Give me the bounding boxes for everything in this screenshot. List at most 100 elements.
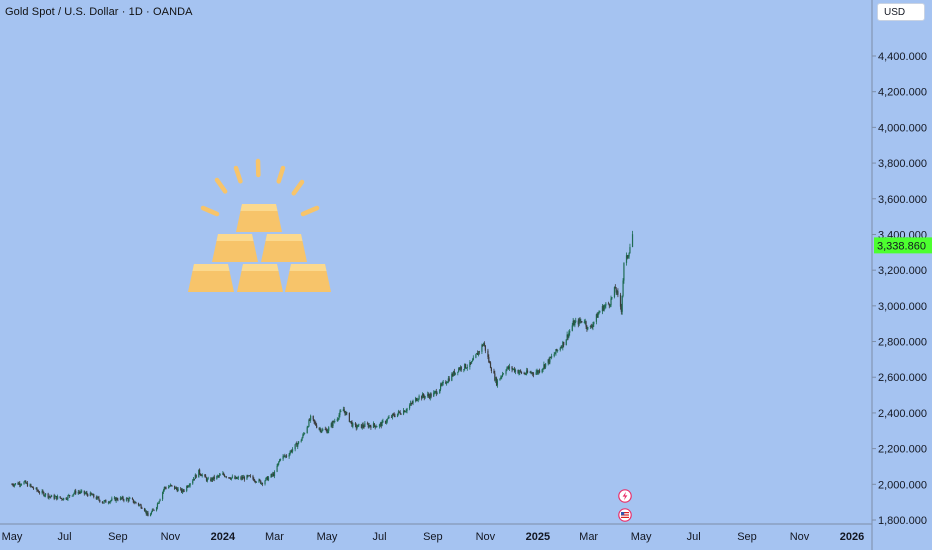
candle-body <box>150 511 153 515</box>
candle-body <box>489 361 491 363</box>
candle-body <box>495 377 497 381</box>
candle-body <box>49 496 51 498</box>
candle-body <box>121 497 123 499</box>
candle-body <box>589 326 591 327</box>
candle-body <box>518 372 520 374</box>
candle-body <box>501 376 503 377</box>
candle-body <box>92 494 94 496</box>
x-tick-label: Jul <box>57 531 71 543</box>
y-tick-label: 2,800.000 <box>878 337 927 349</box>
candle-body <box>392 413 394 415</box>
candle-body <box>315 422 317 426</box>
candle-body <box>30 484 32 487</box>
candle-body <box>553 354 555 357</box>
candle-body <box>562 341 564 348</box>
candle-body <box>288 454 290 457</box>
candle-body <box>356 427 358 429</box>
candle-body <box>111 498 113 501</box>
candle-body <box>201 474 203 477</box>
y-tick-label: 2,200.000 <box>878 444 927 456</box>
candle-body <box>391 413 394 418</box>
x-tick-label: May <box>631 531 652 543</box>
y-tick-label: 4,000.000 <box>878 122 927 134</box>
candle-body <box>241 477 243 479</box>
candle-body <box>453 371 455 375</box>
us-flag-event-icon[interactable] <box>618 508 632 522</box>
candle-body <box>291 449 294 452</box>
candle-body <box>599 311 601 313</box>
candle-body <box>340 411 342 412</box>
candle-body <box>53 495 55 499</box>
x-tick-label: 2025 <box>526 531 550 543</box>
candle-body <box>402 410 405 415</box>
candle-body <box>382 421 384 422</box>
candle-body <box>169 484 171 487</box>
candle-body <box>519 370 521 373</box>
candle-body <box>520 371 523 374</box>
candle-body <box>308 419 310 427</box>
candle-body <box>266 476 268 478</box>
candle-body <box>328 427 330 431</box>
candle-body <box>249 475 252 477</box>
candle-body <box>195 474 197 478</box>
candle-body <box>264 480 266 485</box>
candle-body <box>26 482 28 484</box>
candle-body <box>334 421 336 422</box>
candle-body <box>176 488 178 492</box>
currency-button[interactable]: USD <box>877 3 925 21</box>
candle-body <box>427 394 429 397</box>
candle-body <box>79 492 81 494</box>
candle-body <box>325 429 327 431</box>
candle-body <box>598 312 600 314</box>
candle-body <box>410 403 412 404</box>
candle-body <box>313 419 315 422</box>
candle-body <box>103 500 105 503</box>
candle-body <box>248 475 250 477</box>
candle-body <box>213 476 215 479</box>
candle-body <box>316 425 318 428</box>
candle-body <box>211 477 213 482</box>
candle-body <box>107 502 109 504</box>
candle-body <box>183 490 185 492</box>
candle-body <box>488 357 490 362</box>
candle-body <box>229 477 231 479</box>
candle-body <box>513 368 515 370</box>
x-tick-label: 2026 <box>840 531 864 543</box>
candle-body <box>199 473 202 476</box>
candle-body <box>375 426 377 428</box>
candle-body <box>579 319 581 322</box>
candle-body <box>536 370 538 373</box>
candle-body <box>19 483 21 486</box>
candle-body <box>625 255 628 263</box>
candle-body <box>14 483 17 485</box>
candle-body <box>85 492 87 494</box>
lightning-event-icon[interactable] <box>618 489 632 503</box>
candle-body <box>517 370 519 374</box>
candle-body <box>571 325 573 331</box>
candle-body <box>587 326 589 330</box>
candle-body <box>361 424 363 429</box>
candle-body <box>523 373 525 375</box>
candle-body <box>568 332 570 338</box>
candle-body <box>349 421 351 423</box>
candle-body <box>475 354 477 358</box>
candle-body <box>593 321 595 325</box>
x-tick-label: Nov <box>790 531 810 543</box>
candle-body <box>192 480 194 484</box>
candle-body <box>242 477 244 479</box>
candle-body <box>416 400 418 401</box>
candle-body <box>379 423 381 425</box>
candle-body <box>399 412 401 414</box>
candle-body <box>43 492 45 496</box>
candle-body <box>137 503 140 506</box>
candle-body <box>290 450 292 453</box>
candle-body <box>309 419 311 421</box>
candle-body <box>207 478 209 480</box>
candle-body <box>253 478 255 481</box>
candle-body <box>398 411 400 413</box>
candle-body <box>171 485 173 487</box>
candle-body <box>289 452 291 455</box>
candle-body <box>153 509 155 511</box>
candle-body <box>362 424 364 427</box>
